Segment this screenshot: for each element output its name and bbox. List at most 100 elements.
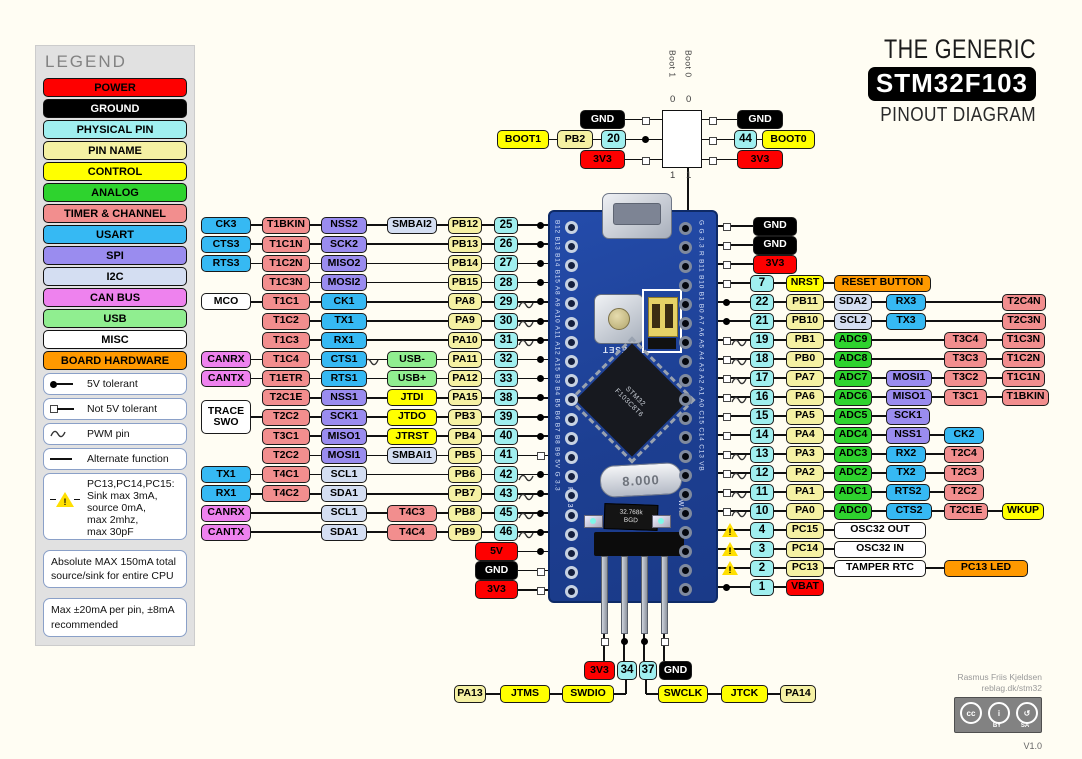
box-ck3: CK3 — [201, 216, 251, 234]
legend-item-usart: USART — [43, 225, 187, 244]
box-miso1: MISO1 — [321, 427, 367, 445]
board-hole-left — [565, 508, 578, 522]
box-13: 13 — [750, 445, 774, 463]
boot-jumpers — [648, 297, 678, 337]
wire — [207, 473, 548, 476]
box-cts1: CTS1 — [321, 350, 367, 368]
wire — [768, 693, 780, 695]
box-40: 40 — [494, 427, 518, 445]
box-adc5: ADC5 — [834, 407, 872, 425]
wire — [718, 396, 1043, 398]
box-pb10: PB10 — [786, 312, 824, 330]
crystal-32khz: 32.768k BGD — [603, 503, 659, 531]
wire — [757, 138, 762, 141]
board-hole-right — [679, 411, 692, 425]
board-hole-right — [679, 563, 692, 577]
wire — [593, 138, 601, 141]
tolerant-dot-marker — [536, 336, 544, 344]
box-pb15: PB15 — [448, 274, 482, 292]
box-pb1: PB1 — [786, 331, 824, 349]
credits-site: reblag.dk/stm32 — [981, 682, 1042, 693]
box-t1bkin: T1BKIN — [262, 216, 310, 234]
boot-jumper-block — [662, 110, 702, 168]
not-tolerant-square-marker — [723, 413, 731, 421]
tolerant-dot-marker — [536, 509, 544, 517]
box-45: 45 — [494, 504, 518, 522]
not-tolerant-square-marker — [723, 451, 731, 459]
board-hole-left — [565, 585, 578, 599]
board-hole-right — [679, 373, 692, 387]
legend-warning-text: PC13,PC14,PC15: Sink max 3mA, source 0mA… — [87, 478, 175, 538]
box-t2c1e: T2C1E — [262, 389, 310, 407]
micro-usb-connector — [602, 193, 672, 239]
box-pa5: PA5 — [786, 407, 824, 425]
box-t4c3: T4C3 — [387, 504, 437, 522]
not-tolerant-square-marker — [709, 156, 717, 165]
pwm-squiggle-icon — [731, 354, 747, 366]
legend-item-can-bus: CAN BUS — [43, 288, 187, 307]
box-nrst: NRST — [786, 274, 824, 292]
box-swdio: SWDIO — [562, 685, 614, 703]
box-adc2: ADC2 — [834, 464, 872, 482]
tolerant-dot-marker — [536, 471, 544, 479]
box-boot0: BOOT0 — [762, 130, 815, 149]
box-43: 43 — [494, 485, 518, 503]
pwm-squiggle-icon — [731, 373, 747, 385]
box-7: 7 — [750, 274, 774, 292]
box-jtck: JTCK — [721, 685, 768, 703]
box-t2c4n: T2C4N — [1002, 293, 1046, 311]
box-sck2: SCK2 — [321, 235, 367, 253]
box-2: 2 — [750, 559, 774, 577]
box-sck1: SCK1 — [886, 407, 930, 425]
box-t2c2: T2C2 — [262, 408, 310, 426]
box-21: 21 — [750, 312, 774, 330]
box-osc32-out: OSC32 OUT — [834, 521, 926, 539]
title-line1: THE GENERIC — [883, 34, 1036, 64]
box-adc1: ADC1 — [834, 483, 872, 501]
box-smbai2: SMBAI2 — [387, 216, 437, 234]
legend-item-misc: MISC — [43, 330, 187, 349]
board-hole-right — [679, 278, 692, 292]
tolerant-dot-marker — [536, 259, 544, 267]
box-t3c3: T3C3 — [944, 350, 987, 368]
credits: Rasmus Friis Kjeldsen reblag.dk/stm32 cc… — [954, 672, 1042, 751]
box-gnd-top-left: GND — [580, 110, 625, 129]
box-usb+: USB+ — [387, 370, 437, 388]
box-pa9: PA9 — [448, 312, 482, 330]
header-pin — [661, 556, 668, 634]
box-pin-37: 37 — [639, 661, 657, 680]
box-t2c3: T2C3 — [944, 464, 984, 482]
box-pa10: PA10 — [448, 331, 482, 349]
box-scl1: SCL1 — [321, 466, 367, 484]
version-label: V1.0 — [1023, 741, 1042, 752]
wire — [718, 301, 1040, 303]
box-14: 14 — [750, 426, 774, 444]
warning-triangle-icon: ! — [50, 492, 80, 507]
box-sda2: SDA2 — [834, 293, 872, 311]
box-t1c3n: T1C3N — [262, 274, 310, 292]
board-hole-right — [679, 582, 692, 596]
box-t2c2: T2C2 — [944, 483, 984, 501]
legend-note-max20: Max ±20mA per pin, ±8mA recommended — [43, 598, 187, 637]
board-hole-left — [565, 316, 578, 330]
legend-item-spi: SPI — [43, 246, 187, 265]
box-rx2: RX2 — [886, 445, 926, 463]
pwm-squiggle-icon — [518, 470, 534, 481]
reset-button — [594, 294, 644, 344]
box-tx1: TX1 — [321, 312, 367, 330]
debug-header — [594, 532, 684, 556]
not-tolerant-square-marker — [601, 638, 609, 646]
board-right-edge-labels: G G 3.3 R B11 B10 B1 B0 A7 A6 A5 A4 A3 A… — [697, 220, 704, 472]
tolerant-dot-marker — [640, 637, 648, 645]
wire — [207, 531, 548, 533]
not-tolerant-square-marker — [709, 116, 717, 125]
tolerant-dot-marker — [536, 528, 544, 536]
boot0-one-label: 1 — [686, 170, 692, 181]
box-trace-swo: TRACE SWO — [201, 400, 251, 434]
tolerant-dot-marker — [536, 298, 544, 306]
box-osc32-in: OSC32 IN — [834, 540, 926, 558]
box-adc7: ADC7 — [834, 369, 872, 387]
cc-icon: cc — [960, 702, 982, 725]
legend-symbol-sq: Not 5V tolerant — [43, 398, 187, 420]
boot0-column-label: Boot 0 — [683, 50, 694, 78]
